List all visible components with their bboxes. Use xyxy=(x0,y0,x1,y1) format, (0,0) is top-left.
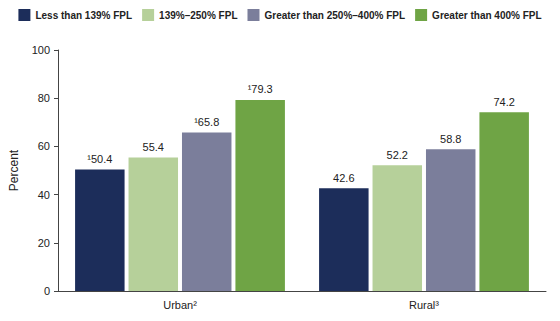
svg-text:40: 40 xyxy=(38,189,50,201)
svg-text:42.6: 42.6 xyxy=(333,172,354,184)
svg-text:60: 60 xyxy=(38,140,50,152)
svg-text:¹65.8: ¹65.8 xyxy=(194,116,219,128)
svg-text:¹50.4: ¹50.4 xyxy=(87,153,112,165)
svg-text:58.8: 58.8 xyxy=(440,133,461,145)
svg-text:20: 20 xyxy=(38,237,50,249)
svg-text:55.4: 55.4 xyxy=(143,141,164,153)
svg-text:Greater than 250%–400% FPL: Greater than 250%–400% FPL xyxy=(264,10,405,21)
svg-text:¹79.3: ¹79.3 xyxy=(248,83,273,95)
svg-text:Rural³: Rural³ xyxy=(409,299,439,311)
svg-text:Greater than 400% FPL: Greater than 400% FPL xyxy=(432,10,541,21)
svg-text:74.2: 74.2 xyxy=(493,96,514,108)
svg-text:100: 100 xyxy=(32,44,50,56)
svg-text:Urban²: Urban² xyxy=(163,299,197,311)
svg-text:0: 0 xyxy=(44,285,50,297)
svg-text:80: 80 xyxy=(38,92,50,104)
svg-text:Percent: Percent xyxy=(7,149,21,191)
svg-text:52.2: 52.2 xyxy=(387,149,408,161)
svg-text:Less than 139% FPL: Less than 139% FPL xyxy=(35,10,132,21)
svg-text:139%–250% FPL: 139%–250% FPL xyxy=(159,10,237,21)
